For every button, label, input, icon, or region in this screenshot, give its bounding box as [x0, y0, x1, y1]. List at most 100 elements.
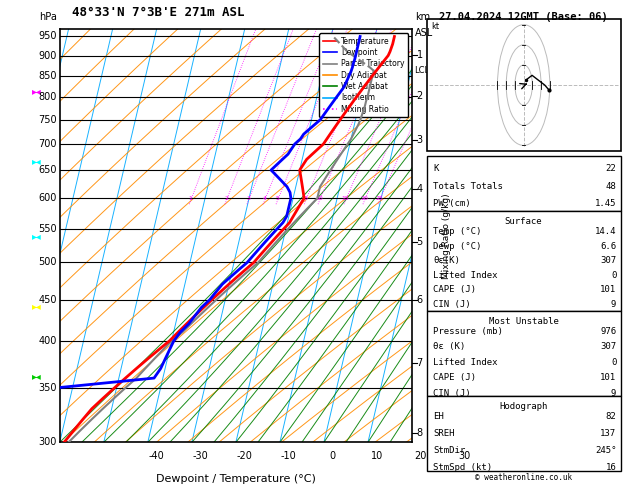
Text: 5: 5: [276, 196, 279, 201]
Text: 8: 8: [303, 196, 308, 201]
Text: CAPE (J): CAPE (J): [433, 373, 476, 382]
Text: 0: 0: [330, 451, 336, 461]
Text: θε(K): θε(K): [433, 256, 460, 265]
Text: -30: -30: [192, 451, 209, 461]
Text: 3: 3: [246, 196, 250, 201]
Text: StmSpd (kt): StmSpd (kt): [433, 463, 492, 472]
Text: 900: 900: [38, 51, 57, 61]
Text: 101: 101: [600, 373, 616, 382]
Text: 9: 9: [611, 389, 616, 398]
Text: 4: 4: [416, 184, 423, 194]
Text: SREH: SREH: [433, 429, 455, 438]
Text: 16: 16: [606, 463, 616, 472]
Text: 550: 550: [38, 224, 57, 234]
Text: Dewp (°C): Dewp (°C): [433, 242, 481, 251]
Text: 750: 750: [38, 115, 57, 125]
Text: -10: -10: [281, 451, 297, 461]
Bar: [426, 211, 621, 311]
Text: 4: 4: [262, 196, 266, 201]
Text: 0: 0: [611, 271, 616, 280]
Text: km: km: [415, 12, 430, 22]
Text: 1.45: 1.45: [595, 199, 616, 208]
Text: 48°33'N 7°3B'E 271m ASL: 48°33'N 7°3B'E 271m ASL: [72, 6, 245, 19]
Bar: [426, 311, 621, 396]
Text: 7: 7: [416, 358, 423, 368]
Text: 0: 0: [611, 358, 616, 367]
Text: PW (cm): PW (cm): [433, 199, 470, 208]
Text: 307: 307: [600, 342, 616, 351]
Text: Totals Totals: Totals Totals: [433, 182, 503, 191]
Text: EH: EH: [433, 412, 444, 421]
Text: 307: 307: [600, 256, 616, 265]
Text: 976: 976: [600, 327, 616, 336]
Text: 3: 3: [416, 136, 423, 145]
Text: kt: kt: [431, 22, 439, 31]
Text: K: K: [433, 164, 438, 174]
Text: 9: 9: [611, 300, 616, 309]
Text: 2: 2: [224, 196, 228, 201]
Text: Temp (°C): Temp (°C): [433, 227, 481, 236]
Text: Dewpoint / Temperature (°C): Dewpoint / Temperature (°C): [156, 474, 316, 484]
Text: Hodograph: Hodograph: [499, 402, 548, 411]
Text: 245°: 245°: [595, 446, 616, 455]
Text: 101: 101: [600, 285, 616, 295]
Text: 6: 6: [416, 295, 423, 305]
Text: -40: -40: [148, 451, 165, 461]
Text: 22: 22: [606, 164, 616, 174]
Text: 48: 48: [606, 182, 616, 191]
Text: ASL: ASL: [415, 28, 433, 38]
Text: Surface: Surface: [505, 217, 542, 226]
Text: 350: 350: [38, 383, 57, 393]
Text: 20: 20: [360, 196, 368, 201]
Text: 10: 10: [315, 196, 323, 201]
Text: Lifted Index: Lifted Index: [433, 271, 498, 280]
Text: 500: 500: [38, 258, 57, 267]
Text: CIN (J): CIN (J): [433, 300, 470, 309]
Text: ▸◂: ▸◂: [32, 156, 42, 166]
Text: 1: 1: [189, 196, 192, 201]
Text: 950: 950: [38, 32, 57, 41]
Text: 20: 20: [415, 451, 427, 461]
Bar: [426, 396, 621, 471]
Text: 14.4: 14.4: [595, 227, 616, 236]
Text: 700: 700: [38, 139, 57, 149]
Text: Lifted Index: Lifted Index: [433, 358, 498, 367]
Text: 800: 800: [38, 92, 57, 102]
Text: StmDir: StmDir: [433, 446, 465, 455]
Text: 600: 600: [38, 193, 57, 203]
Text: 8: 8: [416, 428, 423, 438]
Bar: [426, 19, 621, 151]
Text: 300: 300: [38, 437, 57, 447]
Text: 82: 82: [606, 412, 616, 421]
Text: 450: 450: [38, 295, 57, 305]
Bar: [426, 156, 621, 211]
Text: Mixing Ratio (g/kg): Mixing Ratio (g/kg): [442, 193, 451, 278]
Text: Pressure (mb): Pressure (mb): [433, 327, 503, 336]
Text: Most Unstable: Most Unstable: [489, 317, 559, 326]
Text: 1: 1: [416, 50, 423, 60]
Text: ▸◂: ▸◂: [32, 86, 42, 96]
Text: 137: 137: [600, 429, 616, 438]
Text: θε (K): θε (K): [433, 342, 465, 351]
Text: 25: 25: [376, 196, 383, 201]
Text: 30: 30: [459, 451, 471, 461]
Text: 6.6: 6.6: [600, 242, 616, 251]
Text: LCL: LCL: [414, 66, 429, 75]
Text: -20: -20: [237, 451, 253, 461]
Text: 2: 2: [416, 91, 423, 101]
Text: 5: 5: [416, 237, 423, 247]
Text: ▸◂: ▸◂: [32, 231, 42, 241]
Text: 650: 650: [38, 165, 57, 175]
Text: 10: 10: [370, 451, 383, 461]
Legend: Temperature, Dewpoint, Parcel Trajectory, Dry Adiabat, Wet Adiabat, Isotherm, Mi: Temperature, Dewpoint, Parcel Trajectory…: [320, 33, 408, 117]
Text: ▸◂: ▸◂: [32, 301, 42, 311]
Text: CIN (J): CIN (J): [433, 389, 470, 398]
Text: 400: 400: [38, 336, 57, 346]
Text: hPa: hPa: [39, 12, 57, 22]
Text: ▸◂: ▸◂: [32, 371, 42, 381]
Text: 27.04.2024 12GMT (Base: 06): 27.04.2024 12GMT (Base: 06): [439, 12, 608, 22]
Text: © weatheronline.co.uk: © weatheronline.co.uk: [475, 473, 572, 482]
Text: 850: 850: [38, 70, 57, 81]
Text: CAPE (J): CAPE (J): [433, 285, 476, 295]
Text: 15: 15: [342, 196, 349, 201]
